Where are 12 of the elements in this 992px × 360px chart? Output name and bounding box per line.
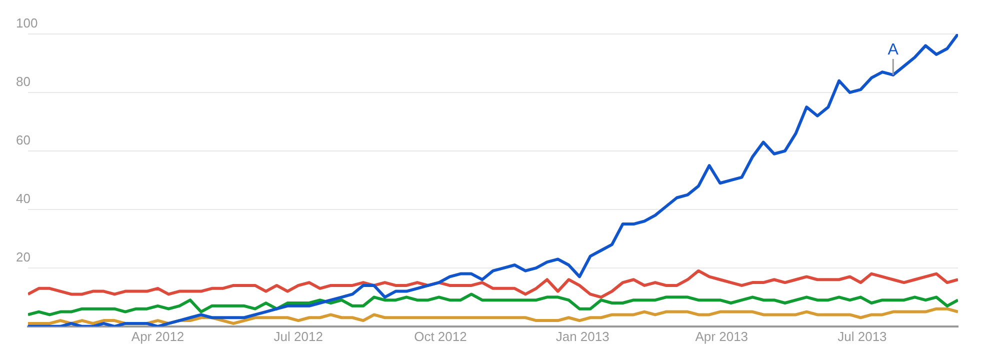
y-tick-label: 60 xyxy=(16,132,30,148)
x-tick-label: Jul 2013 xyxy=(838,328,887,344)
annotation: A xyxy=(888,41,899,58)
x-tick-label: Oct 2012 xyxy=(414,328,467,344)
y-tick-label: 100 xyxy=(16,16,38,31)
y-tick-label: 20 xyxy=(16,250,30,264)
y-tick-label: 80 xyxy=(16,74,30,90)
x-tick-label: Apr 2012 xyxy=(131,328,184,344)
y-tick-label: 40 xyxy=(16,191,30,206)
x-tick-label: Jul 2012 xyxy=(274,328,323,344)
x-tick-label: Jan 2013 xyxy=(556,328,610,344)
x-tick-label: Apr 2013 xyxy=(695,328,748,344)
